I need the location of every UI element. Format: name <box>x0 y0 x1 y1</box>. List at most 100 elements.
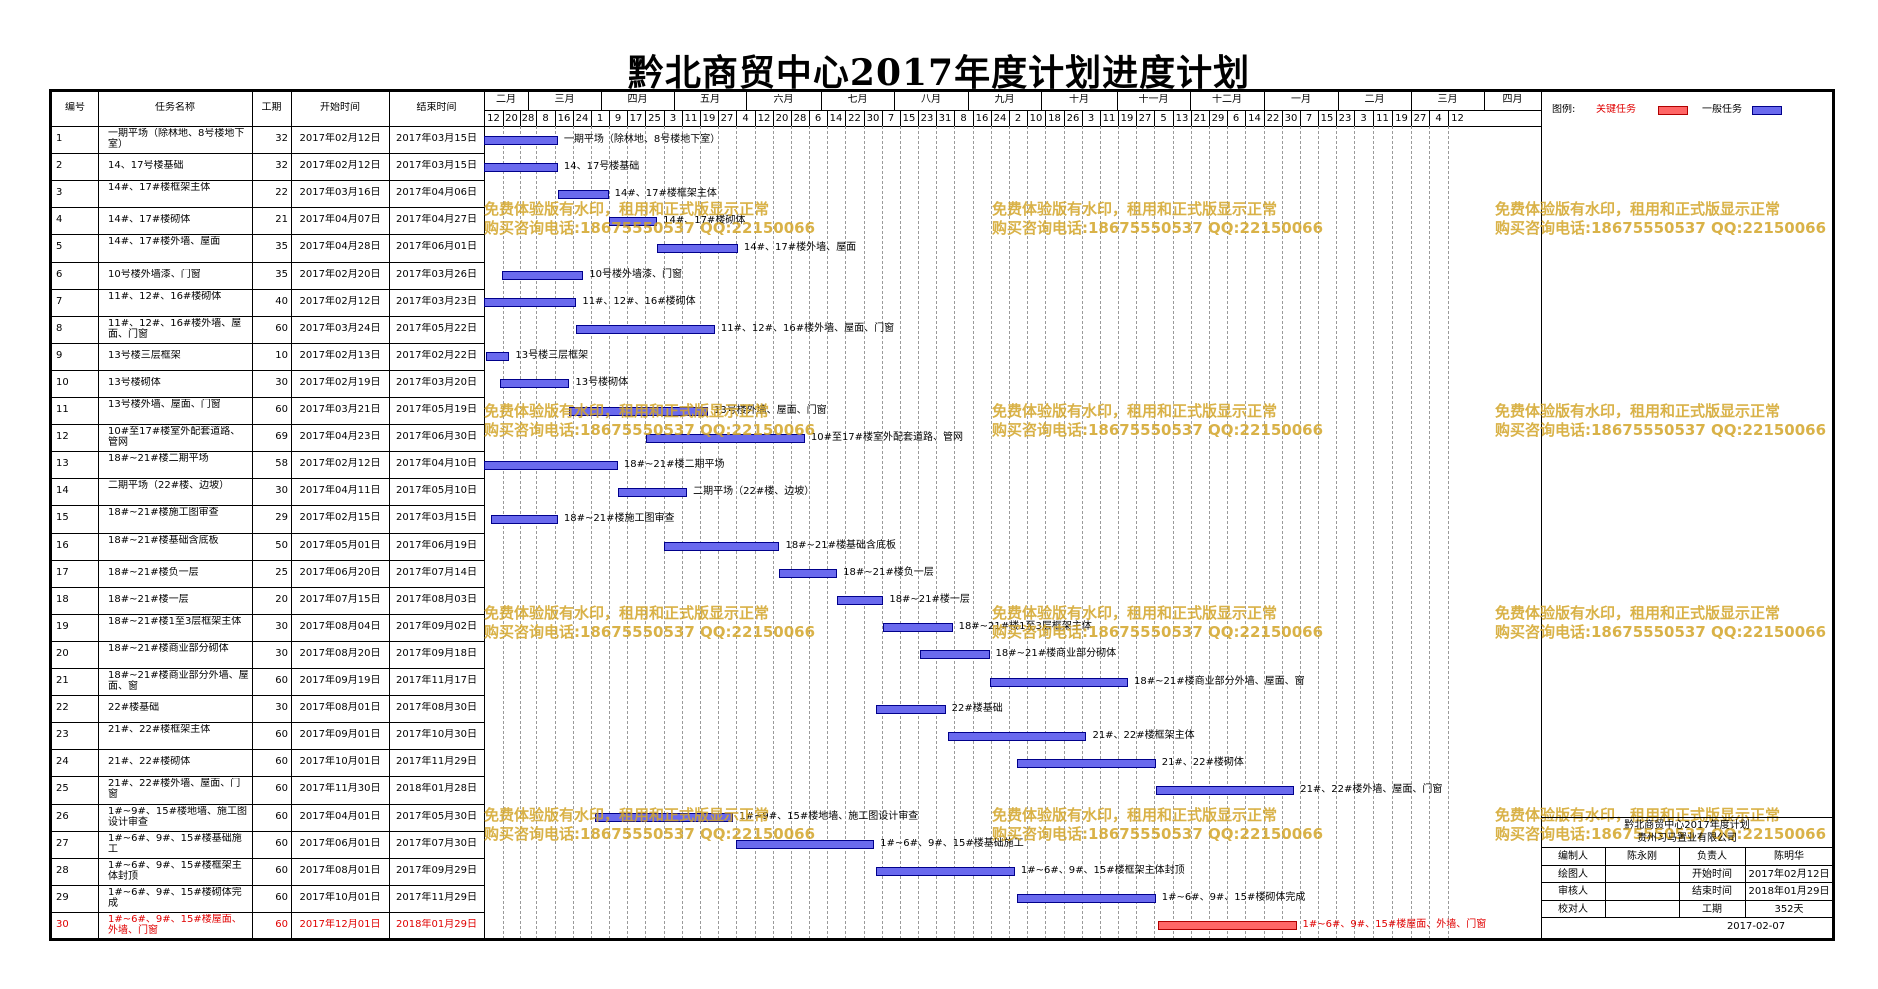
table-cell-end: 2017年02月22日 <box>396 349 477 361</box>
table-cell-no: 8 <box>56 322 63 334</box>
timeline-month-line <box>968 92 969 110</box>
gantt-bar-label: 一期平场（除林地、8号楼地下室） <box>563 133 721 145</box>
watermark-line1: 免费体验版有水印，租用和正式版显示正常 <box>992 806 1278 824</box>
legend-critical-swatch <box>1658 106 1688 115</box>
table-cell-start: 2017年06月20日 <box>299 566 381 578</box>
table-cell-no: 2 <box>56 160 63 172</box>
table-cell-name: 1#~6#、9#、15#楼砌体完成 <box>108 886 242 909</box>
table-cell-start: 2017年02月15日 <box>299 512 381 524</box>
table-cell-days: 30 <box>275 485 288 497</box>
timeline-day: 3 <box>1360 113 1367 124</box>
timeline-day-line <box>682 110 683 126</box>
gridline <box>973 126 974 938</box>
table-cell-days: 22 <box>275 187 288 199</box>
gantt-bar <box>664 542 780 552</box>
timeline-day-line <box>1100 110 1101 126</box>
gridline <box>918 126 919 938</box>
gantt-bar <box>1155 785 1295 795</box>
title-block-l1: 校对人 <box>1558 903 1588 915</box>
timeline-month: 四月 <box>1502 94 1523 105</box>
gantt-bar <box>484 135 558 145</box>
table-col-divider <box>252 92 253 938</box>
table-row-divider <box>52 776 484 778</box>
timeline-day: 27 <box>1413 113 1427 124</box>
table-cell-start: 2017年02月20日 <box>299 268 381 280</box>
timeline-day-line <box>954 110 955 126</box>
table-cell-no: 21 <box>56 675 69 686</box>
timeline-month-line <box>894 92 895 110</box>
timeline-day: 6 <box>1232 113 1240 124</box>
table-cell-days: 50 <box>275 539 288 551</box>
title-block-v1: 陈永刚 <box>1627 851 1657 862</box>
timeline-day: 8 <box>542 113 549 124</box>
gridline <box>1027 126 1028 938</box>
watermark: 免费体验版有水印，租用和正式版显示正常 购买咨询电话:18675550537 QQ… <box>1495 806 1826 844</box>
timeline-day-line <box>609 110 610 126</box>
legend-normal-swatch <box>1752 106 1782 115</box>
title-block-v2: 陈明华 <box>1774 851 1804 862</box>
watermark-line2: 购买咨询电话:18675550537 QQ:22150066 <box>992 421 1324 439</box>
gantt-bar <box>735 840 875 850</box>
timeline-day: 15 <box>1320 113 1334 124</box>
table-cell-no: 13 <box>56 458 69 470</box>
gantt-bar-label: 18#~21#楼商业部分外墙、屋面、窗 <box>1134 675 1305 687</box>
timeline-day-line <box>1429 110 1430 126</box>
table-cell-start: 2017年02月12日 <box>299 458 381 470</box>
timeline-day-line <box>845 110 846 126</box>
timeline-day-line <box>773 110 774 126</box>
gridline <box>827 126 828 938</box>
timeline-day: 7 <box>1305 113 1313 124</box>
table-row-divider <box>52 424 484 426</box>
table-cell-end: 2017年07月14日 <box>396 566 477 578</box>
timeline-day: 20 <box>775 113 789 124</box>
table-cell-name: 18#~21#楼商业部分外墙、屋面、窗 <box>108 670 249 692</box>
timeline-day-line <box>1082 110 1083 126</box>
table-cell-name: 13号楼外墙、屋面、门窗 <box>108 399 221 410</box>
table-cell-name: 1#~6#、9#、15#楼基础施工 <box>108 832 242 855</box>
timeline-month: 七月 <box>847 94 868 105</box>
gridline <box>718 126 719 938</box>
table-cell-end: 2017年07月30日 <box>396 837 477 849</box>
title-block-v2: 2018年01月29日 <box>1748 886 1830 897</box>
table-cell-days: 60 <box>275 729 288 741</box>
gridline <box>991 126 992 938</box>
gridline <box>1282 126 1283 938</box>
gantt-bar <box>920 650 990 660</box>
table-cell-days: 40 <box>275 295 288 307</box>
table-cell-no: 6 <box>56 268 63 280</box>
table-row-divider <box>52 180 484 182</box>
table-cell-no: 17 <box>56 566 69 578</box>
timeline-day-line <box>1245 110 1246 126</box>
timeline-month-divider <box>484 110 1541 111</box>
table-cell-start: 2017年04月28日 <box>299 241 381 253</box>
timeline-day: 7 <box>887 113 895 124</box>
gantt-bar-label: 1#~6#、9#、15#楼砌体完成 <box>1161 892 1306 904</box>
table-row-divider <box>52 478 484 480</box>
timeline-month-line <box>1264 92 1265 110</box>
table-cell-days: 25 <box>275 566 288 578</box>
table-cell-days: 10 <box>275 349 288 361</box>
timeline-day-line <box>1354 110 1355 126</box>
timeline-day: 22 <box>848 113 861 124</box>
table-row-divider <box>52 613 484 615</box>
table-cell-no: 27 <box>56 837 69 849</box>
timeline-month-line <box>484 92 485 110</box>
table-row-divider <box>52 668 484 669</box>
table-cell-no: 12 <box>56 431 69 443</box>
watermark-line2: 购买咨询电话:18675550537 QQ:22150066 <box>1495 623 1827 641</box>
gridline <box>536 126 537 938</box>
timeline-day-line <box>973 110 974 126</box>
gantt-bar <box>645 433 805 443</box>
timeline-day: 2 <box>1014 113 1022 124</box>
table-cell-end: 2017年04月10日 <box>396 458 477 470</box>
watermark-line1: 免费体验版有水印，租用和正式版显示正常 <box>992 604 1278 622</box>
timeline-day: 31 <box>938 113 952 124</box>
gridline <box>755 126 756 938</box>
timeline-day: 30 <box>1284 113 1298 124</box>
timeline-day-line <box>827 110 828 126</box>
timeline-day-line <box>1064 110 1065 126</box>
table-cell-days: 69 <box>275 431 288 443</box>
table-row-divider <box>52 532 484 534</box>
table-cell-name: 14、17号楼基础 <box>108 160 184 172</box>
table-cell-no: 19 <box>56 620 69 632</box>
